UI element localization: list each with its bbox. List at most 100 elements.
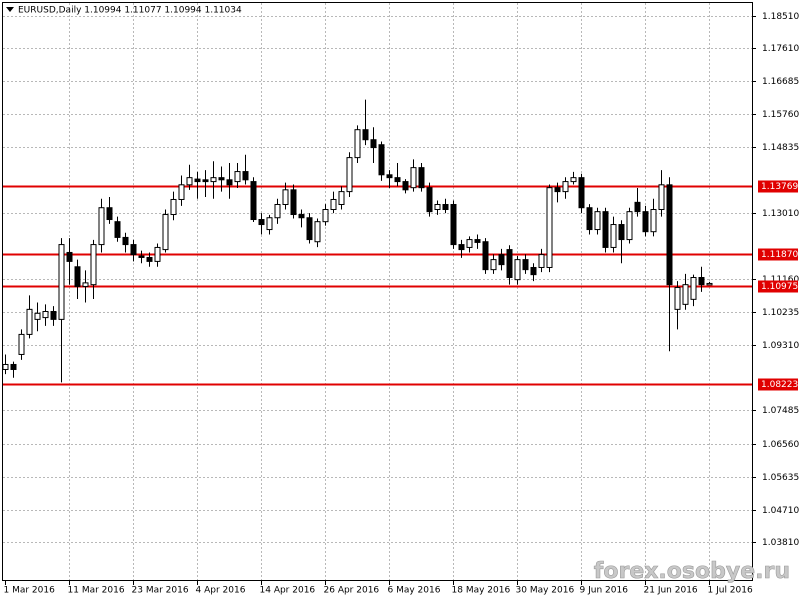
- y-tick-label: 1.03810: [762, 538, 799, 548]
- x-tick-label: 18 May 2016: [452, 586, 511, 596]
- candle-body: [274, 203, 281, 219]
- level-label: 1.11870: [761, 250, 798, 260]
- menu-arrow[interactable]: [6, 7, 14, 12]
- candle-body: [570, 177, 577, 183]
- candle-body: [386, 174, 393, 179]
- candle-body: [194, 178, 201, 183]
- y-tick-label: 1.18510: [762, 12, 799, 22]
- y-tick-label: 1.17610: [762, 44, 799, 54]
- candle-body: [594, 211, 601, 231]
- candle-body: [362, 129, 369, 141]
- candle-body: [498, 254, 505, 266]
- candle-body: [242, 171, 249, 181]
- x-tick-label: 1 Mar 2016: [4, 586, 56, 596]
- candle-body: [514, 259, 521, 281]
- grid: [3, 3, 752, 581]
- candle-body: [290, 189, 297, 216]
- candle-body: [42, 311, 49, 319]
- candle-body: [106, 207, 113, 221]
- x-tick-label: 21 Jun 2016: [644, 586, 698, 596]
- candle-body: [442, 203, 449, 211]
- candle-body: [74, 266, 81, 287]
- candle-body: [18, 333, 25, 355]
- y-tick-label: 1.07485: [762, 406, 799, 416]
- candle-body: [610, 224, 617, 248]
- candle-body: [586, 207, 593, 231]
- y-tick-label: 1.09310: [762, 341, 799, 351]
- chart-title: EURUSD,Daily 1.10994 1.11077 1.10994 1.1…: [18, 6, 242, 16]
- candle-body: [66, 251, 73, 262]
- x-tick-label: 14 Apr 2016: [260, 586, 316, 596]
- level-label-box: [758, 248, 798, 261]
- y-tick-label: 1.16685: [762, 77, 799, 87]
- candle-body: [330, 198, 337, 211]
- x-tick-label: 30 May 2016: [516, 586, 575, 596]
- candle-body: [522, 259, 529, 271]
- candle-body: [490, 259, 497, 271]
- candle-body: [458, 244, 465, 251]
- x-tick-label: 1 Jul 2016: [708, 586, 753, 596]
- candle-body: [418, 167, 425, 189]
- candle-body: [178, 184, 185, 200]
- candle-body: [10, 363, 17, 370]
- y-tick-label: 1.11160: [762, 275, 799, 285]
- candle-body: [602, 211, 609, 248]
- candle-body: [538, 254, 545, 268]
- y-tick-label: 1.10235: [762, 308, 799, 318]
- candle-body: [114, 221, 121, 238]
- candle-body: [402, 181, 409, 191]
- y-tick-label: 1.05635: [762, 473, 799, 483]
- candle-body: [434, 203, 441, 211]
- candle-body: [138, 255, 145, 258]
- x-tick-label: 26 Apr 2016: [324, 586, 380, 596]
- candle-body: [130, 244, 137, 256]
- candle-body: [626, 211, 633, 241]
- candle-body: [34, 312, 41, 320]
- candle-body: [618, 224, 625, 241]
- candle-body: [170, 198, 177, 216]
- candle-body: [370, 139, 377, 149]
- x-tick-label: 23 Mar 2016: [132, 586, 189, 596]
- candle-body: [578, 177, 585, 209]
- candle-body: [690, 277, 697, 300]
- candle-body: [634, 201, 641, 213]
- candle-body: [658, 184, 665, 211]
- candle-body: [162, 214, 169, 251]
- candle-body: [666, 184, 673, 286]
- candle-body: [482, 241, 489, 271]
- candle-body: [226, 179, 233, 186]
- candle-body: [338, 191, 345, 205]
- plot-frame: [2, 2, 753, 581]
- candle-body: [506, 249, 513, 279]
- candle-body: [314, 221, 321, 243]
- candle-body: [186, 177, 193, 186]
- candle-body: [282, 189, 289, 205]
- y-tick-label: 1.13010: [762, 209, 799, 219]
- candle-body: [154, 246, 161, 262]
- candle-body: [58, 244, 65, 320]
- watermark: forex.osobye.ru: [594, 559, 790, 584]
- candle-body: [26, 308, 33, 335]
- candle-body: [50, 311, 57, 320]
- candle-body: [474, 239, 481, 243]
- candle-body: [258, 219, 265, 226]
- candle-body: [410, 167, 417, 189]
- candle-body: [650, 209, 657, 233]
- candle-body: [378, 144, 385, 176]
- candle-body: [298, 214, 305, 219]
- y-tick-label: 1.14835: [762, 143, 799, 153]
- candle-body: [98, 207, 105, 246]
- candle-body: [266, 217, 273, 231]
- candle-body: [530, 266, 537, 276]
- candle-body: [210, 177, 217, 183]
- candle-body: [346, 157, 353, 193]
- candle-body: [698, 277, 705, 286]
- levels: [3, 185, 752, 386]
- y-tick-label: 1.15760: [762, 110, 799, 120]
- x-tick-label: 9 Jun 2016: [580, 586, 629, 596]
- candle-body: [354, 129, 361, 159]
- axes: 1.18510 1.17610 1.16685 1.15760 1.14835 1.130…: [4, 12, 800, 596]
- candle-body: [202, 179, 209, 183]
- level-label: 1.08223: [761, 380, 798, 390]
- candle-body: [90, 244, 97, 286]
